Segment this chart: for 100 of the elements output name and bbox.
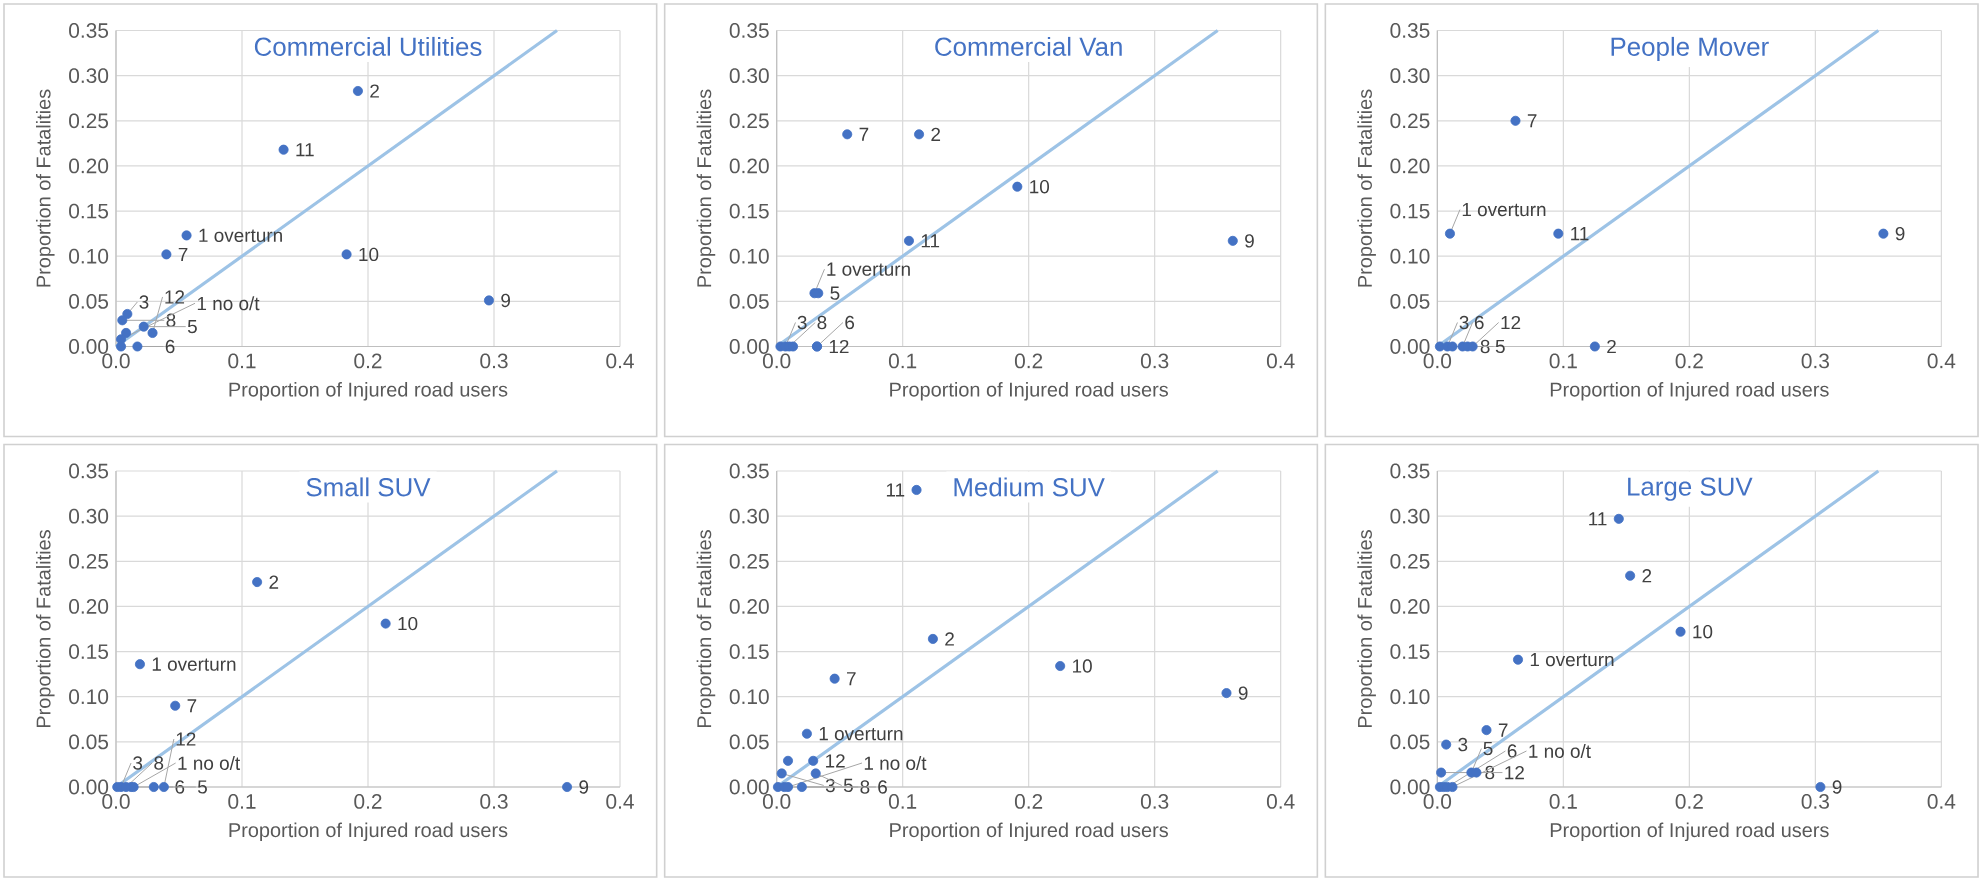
y-axis-title: Proportion of Fatalities <box>1357 89 1376 287</box>
annotation: 6 <box>878 780 887 794</box>
annotation: 1 overturn <box>1530 653 1614 667</box>
y-tick-label: 0.30 <box>1390 508 1430 524</box>
annotation: 5 <box>1495 339 1505 354</box>
annotation: 2 <box>269 575 279 589</box>
annotation: 2 <box>945 632 954 646</box>
y-tick-label: 0.10 <box>69 689 109 705</box>
y-tick-label: 0.20 <box>729 599 769 614</box>
y-tick-label: 0.35 <box>729 463 769 479</box>
annotation: 9 <box>501 293 510 308</box>
annotation: 7 <box>187 699 197 713</box>
annotation: 9 <box>1245 234 1254 248</box>
y-tick-label: 0.25 <box>1390 113 1430 129</box>
x-axis-title: Proportion of Injured road users <box>890 382 1169 401</box>
annotation: 8 <box>860 780 870 794</box>
annotation: 8 <box>1485 765 1495 780</box>
chart-title: Commercial Van <box>935 36 1122 56</box>
y-tick-label: 0.35 <box>1390 23 1430 38</box>
x-tick-label: 0.0 <box>102 794 130 809</box>
annotation: 12 <box>1501 315 1521 330</box>
y-axis-title: Proportion of Fatalities <box>35 89 55 287</box>
annotation: 6 <box>165 339 175 354</box>
y-tick-label: 0.10 <box>1390 248 1430 264</box>
y-tick-label: 0.10 <box>69 248 109 264</box>
annotation: 6 <box>1507 744 1517 758</box>
annotation: 1 no o/t <box>1529 744 1591 758</box>
x-axis-title: Proportion of Injured road users <box>890 822 1169 842</box>
x-tick-label: 0.3 <box>1140 794 1169 809</box>
annotation: 5 <box>1483 741 1493 756</box>
annotation: 3 <box>1458 737 1468 752</box>
y-tick-label: 0.05 <box>69 293 109 309</box>
y-tick-label: 0.20 <box>729 158 769 174</box>
annotation: 3 <box>1459 315 1469 330</box>
y-axis-title: Proportion of Fatalities <box>696 89 716 287</box>
y-tick-label: 0.15 <box>729 644 769 659</box>
chart-title: Commercial Utilities <box>254 36 482 56</box>
y-axis-title: Proportion of Fatalities <box>696 530 716 728</box>
y-tick-label: 0.20 <box>69 599 109 614</box>
annotation: 2 <box>370 84 379 98</box>
x-tick-label: 0.3 <box>1140 353 1169 369</box>
x-axis-title: Proportion of Injured road users <box>1550 822 1829 842</box>
x-tick-label: 0.1 <box>228 794 256 809</box>
annotation: 7 <box>847 672 856 686</box>
x-tick-label: 0.1 <box>888 794 917 809</box>
chart-title: Medium SUV <box>954 477 1105 497</box>
y-tick-label: 0.35 <box>69 463 109 479</box>
x-tick-label: 0.4 <box>1266 794 1295 809</box>
annotation: 1 no o/t <box>864 756 927 770</box>
x-tick-label: 0.3 <box>480 353 508 369</box>
chart-title: People Mover <box>1611 36 1769 62</box>
annotation: 1 no o/t <box>197 296 260 311</box>
y-tick-label: 0.00 <box>69 339 109 354</box>
annotation: 8 <box>154 756 164 770</box>
chart-title: Large SUV <box>1628 477 1753 501</box>
annotation: 5 <box>187 320 197 334</box>
annotation: 1 overturn <box>827 262 910 276</box>
x-tick-label: 0.0 <box>762 353 791 369</box>
annotation: 12 <box>826 754 845 768</box>
y-tick-label: 0.05 <box>69 734 109 750</box>
annotation: 3 <box>139 295 149 309</box>
annotation: 12 <box>829 339 849 354</box>
y-tick-label: 0.35 <box>69 23 109 38</box>
x-tick-label: 0.0 <box>1423 353 1452 369</box>
x-tick-label: 0.4 <box>606 794 634 809</box>
y-tick-label: 0.00 <box>1390 339 1430 354</box>
annotation: 11 <box>296 143 314 157</box>
annotation: 9 <box>1238 686 1248 700</box>
x-tick-label: 0.1 <box>888 353 917 369</box>
y-tick-label: 0.30 <box>69 508 109 524</box>
annotation: 2 <box>1642 569 1652 583</box>
annotation: 3 <box>797 315 807 330</box>
annotation: 7 <box>1527 114 1537 128</box>
annotation: 1 overturn <box>152 657 236 671</box>
y-tick-label: 0.35 <box>729 23 769 38</box>
y-axis-title: Proportion of Fatalities <box>35 530 55 728</box>
chart-title: Small SUV <box>306 477 431 497</box>
annotation: 12 <box>165 290 185 304</box>
annotation: 10 <box>1030 179 1050 194</box>
annotation: 2 <box>1607 339 1616 354</box>
x-tick-label: 0.4 <box>606 353 634 369</box>
x-axis-title: Proportion of Injured road users <box>229 382 508 401</box>
y-tick-label: 0.15 <box>1390 203 1430 219</box>
y-tick-label: 0.00 <box>729 779 769 795</box>
x-axis-title: Proportion of Injured road users <box>1550 382 1829 401</box>
annotation: 11 <box>1571 227 1589 241</box>
annotation: 1 overturn <box>1462 203 1546 217</box>
annotation: 11 <box>921 234 940 248</box>
annotation: 5 <box>197 780 207 794</box>
annotation: 3 <box>133 756 143 770</box>
x-tick-label: 0.1 <box>228 353 256 369</box>
annotation: 10 <box>1693 625 1713 639</box>
y-tick-label: 0.25 <box>69 553 109 569</box>
annotation: 9 <box>1832 780 1842 794</box>
annotation: 6 <box>845 315 855 330</box>
annotation: 2 <box>931 127 941 141</box>
annotation: 9 <box>579 780 589 794</box>
x-tick-label: 0.2 <box>1014 353 1043 369</box>
x-tick-label: 0.3 <box>1801 353 1829 369</box>
y-tick-label: 0.00 <box>1390 779 1430 795</box>
